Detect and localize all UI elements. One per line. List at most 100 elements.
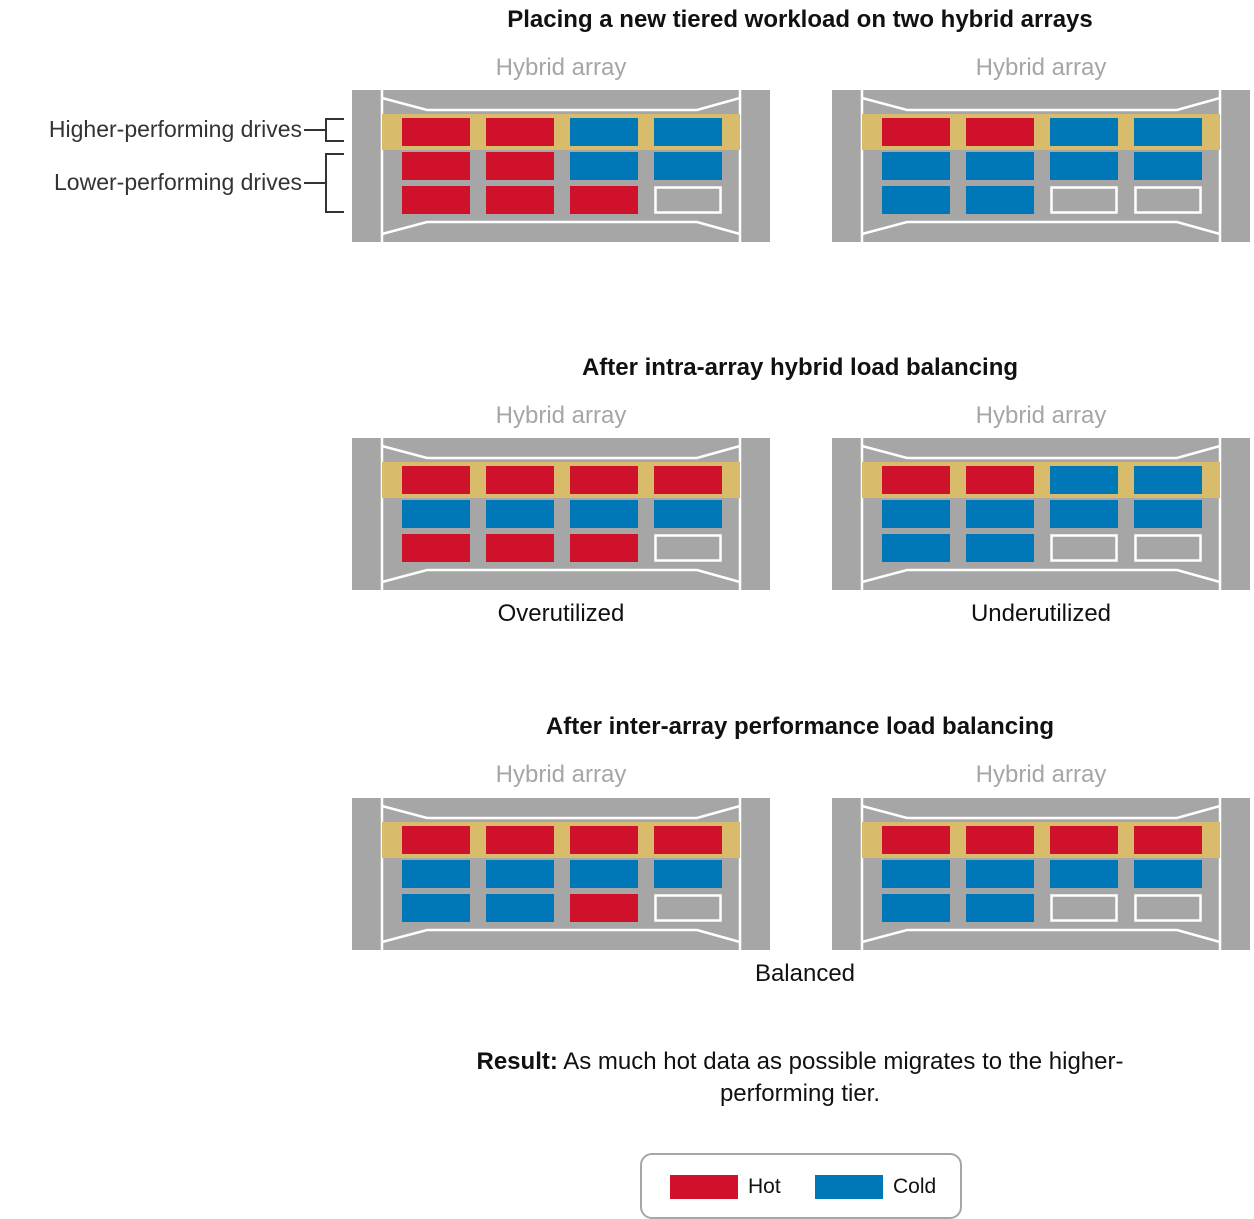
result-description: As much hot data as possible migrates to… xyxy=(557,1048,1124,1107)
drive-cold xyxy=(570,500,638,528)
hybrid-array-diagram xyxy=(352,438,770,590)
drive-empty xyxy=(1134,186,1202,214)
legend-label-hot: Hot xyxy=(748,1175,781,1198)
drive-hot xyxy=(570,186,638,214)
drive-cold xyxy=(966,860,1034,888)
drive-hot xyxy=(570,894,638,922)
drive-cold xyxy=(1134,860,1202,888)
hybrid-array-diagram xyxy=(832,798,1250,950)
drive-cold xyxy=(966,152,1034,180)
drive-cold xyxy=(1134,118,1202,146)
drive-cold xyxy=(1050,500,1118,528)
drive-cold xyxy=(654,500,722,528)
drive-hot xyxy=(486,466,554,494)
array-label: Hybrid array xyxy=(975,402,1107,429)
drive-hot xyxy=(402,826,470,854)
drive-cold xyxy=(1050,152,1118,180)
array-label: Hybrid array xyxy=(975,761,1107,788)
drive-empty xyxy=(654,894,722,922)
legend-swatch-cold xyxy=(815,1175,883,1199)
legend-swatch-hot xyxy=(670,1175,738,1199)
legend-label-cold: Cold xyxy=(893,1175,937,1198)
hybrid-array-diagram xyxy=(832,438,1250,590)
drive-cold xyxy=(570,860,638,888)
drive-cold xyxy=(882,500,950,528)
section-title-inter: After inter-array performance load balan… xyxy=(545,713,1055,740)
drive-hot xyxy=(882,118,950,146)
hybrid-array-diagram xyxy=(832,90,1250,242)
drive-empty xyxy=(1134,534,1202,562)
legend-item-hot: Hot xyxy=(670,1175,781,1199)
drive-cold xyxy=(966,500,1034,528)
drive-empty xyxy=(1050,534,1118,562)
drive-cold xyxy=(654,118,722,146)
drive-hot xyxy=(1134,826,1202,854)
lower-tier-bracket xyxy=(304,153,344,213)
drive-hot xyxy=(486,118,554,146)
drive-hot xyxy=(486,186,554,214)
drive-cold xyxy=(966,186,1034,214)
status-balanced: Balanced xyxy=(754,960,856,987)
drive-cold xyxy=(1134,466,1202,494)
drive-hot xyxy=(486,826,554,854)
drive-cold xyxy=(882,860,950,888)
status-overutilized: Overutilized xyxy=(497,600,625,627)
drive-empty xyxy=(654,186,722,214)
drive-hot xyxy=(486,152,554,180)
drive-cold xyxy=(486,860,554,888)
drive-hot xyxy=(966,826,1034,854)
drive-empty xyxy=(1134,894,1202,922)
array-label: Hybrid array xyxy=(975,54,1107,81)
drive-hot xyxy=(402,152,470,180)
drive-hot xyxy=(882,466,950,494)
status-underutilized: Underutilized xyxy=(970,600,1112,627)
drive-hot xyxy=(402,534,470,562)
drive-cold xyxy=(882,152,950,180)
array-label: Hybrid array xyxy=(495,54,627,81)
legend: Hot Cold xyxy=(640,1153,962,1219)
drive-cold xyxy=(570,152,638,180)
drive-cold xyxy=(486,894,554,922)
array-label: Hybrid array xyxy=(495,761,627,788)
drive-cold xyxy=(570,118,638,146)
drive-hot xyxy=(1050,826,1118,854)
lower-performing-label: Lower-performing drives xyxy=(54,169,302,195)
drive-cold xyxy=(966,894,1034,922)
drive-hot xyxy=(402,186,470,214)
drive-cold xyxy=(882,186,950,214)
drive-hot xyxy=(570,534,638,562)
hybrid-array-diagram xyxy=(352,798,770,950)
array-label: Hybrid array xyxy=(495,402,627,429)
drive-cold xyxy=(1134,152,1202,180)
drive-empty xyxy=(1050,186,1118,214)
drive-hot xyxy=(966,466,1034,494)
drive-cold xyxy=(882,894,950,922)
drive-empty xyxy=(654,534,722,562)
drive-hot xyxy=(402,466,470,494)
legend-item-cold: Cold xyxy=(815,1175,936,1199)
section-title-placing: Placing a new tiered workload on two hyb… xyxy=(507,6,1093,33)
drive-cold xyxy=(654,860,722,888)
drive-hot xyxy=(654,466,722,494)
drive-hot xyxy=(402,118,470,146)
drive-cold xyxy=(882,534,950,562)
drive-hot xyxy=(486,534,554,562)
section-title-intra: After intra-array hybrid load balancing xyxy=(581,354,1019,381)
drive-cold xyxy=(1050,118,1118,146)
drive-cold xyxy=(1134,500,1202,528)
drive-hot xyxy=(654,826,722,854)
drive-hot xyxy=(570,466,638,494)
higher-tier-bracket xyxy=(304,118,344,142)
drive-cold xyxy=(654,152,722,180)
result-label: Result: xyxy=(476,1048,558,1075)
drive-cold xyxy=(966,534,1034,562)
drive-hot xyxy=(966,118,1034,146)
drive-empty xyxy=(1050,894,1118,922)
drive-hot xyxy=(570,826,638,854)
hybrid-array-diagram xyxy=(352,90,770,242)
drive-cold xyxy=(402,894,470,922)
higher-performing-label: Higher-performing drives xyxy=(48,116,302,142)
drive-cold xyxy=(402,860,470,888)
tier-brackets xyxy=(304,118,344,213)
drive-hot xyxy=(882,826,950,854)
